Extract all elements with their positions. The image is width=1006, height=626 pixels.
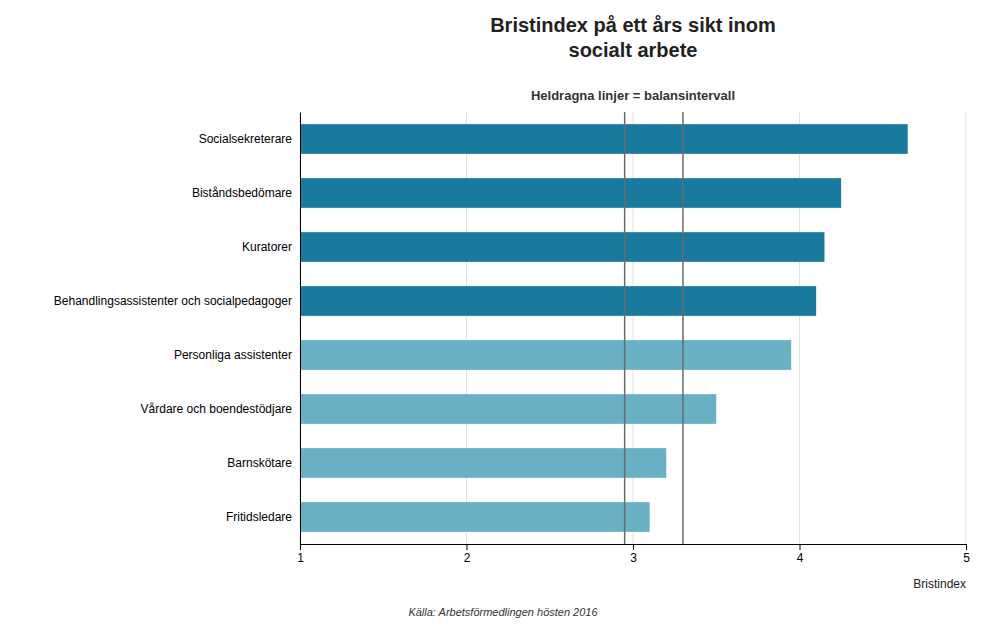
y-tick: Biståndsbedömare (192, 186, 300, 200)
y-tick-label: Biståndsbedömare (192, 186, 292, 200)
y-axis-line (300, 113, 301, 545)
x-tick-label: 4 (797, 551, 804, 565)
y-tick: Socialsekreterare (199, 132, 300, 146)
y-tick-label: Kuratorer (242, 240, 292, 254)
x-tick: 4 (797, 544, 804, 565)
bar (300, 286, 816, 316)
source: Källa: Arbetsförmedlingen hösten 2016 (408, 606, 598, 618)
y-tick: Vårdare och boendestödjare (141, 402, 300, 416)
y-tick: Behandlingsassistenter och socialpedagog… (54, 294, 300, 308)
x-tick-label: 3 (630, 551, 637, 565)
x-tick-mark (800, 544, 801, 550)
y-tick-label: Vårdare och boendestödjare (141, 402, 293, 416)
y-tick: Personliga assistenter (174, 348, 300, 362)
title: Bristindex på ett års sikt inom socialt a… (490, 14, 776, 61)
y-tick-label: Personliga assistenter (174, 348, 292, 362)
x-axis-label: Bristindex (913, 577, 966, 591)
title-line: Bristindex på ett års sikt inom (490, 14, 776, 36)
reference-line (624, 112, 626, 544)
y-tick-label: Barnskötare (227, 456, 292, 470)
grid-line (633, 112, 634, 544)
bar (300, 394, 716, 424)
background (0, 0, 1006, 626)
marks (300, 112, 908, 544)
x-tick-mark (966, 544, 967, 550)
plot: 1 2 3 4 5 Socialsekreterare Biståndsbedömare Ku… (54, 112, 970, 591)
x-tick-mark (633, 544, 634, 550)
x-tick: 1 (297, 544, 304, 565)
x-tick-label: 5 (963, 551, 970, 565)
x-axis: 1 2 3 4 5 (297, 544, 970, 565)
x-axis-line (301, 545, 967, 551)
x-tick-mark (467, 544, 468, 550)
bar (300, 178, 841, 208)
bar (300, 448, 666, 478)
y-tick: Barnskötare (227, 456, 300, 470)
y-tick: Fritidsledare (226, 510, 300, 524)
title-line: socialt arbete (569, 39, 698, 61)
subtitle: Heldragna linjer = balansintervall (531, 88, 735, 103)
x-tick-label: 1 (297, 551, 304, 565)
grid (300, 112, 966, 544)
x-tick-mark (300, 544, 301, 550)
grid-line (466, 112, 467, 544)
bar (300, 232, 824, 262)
x-tick: 2 (464, 544, 471, 565)
x-tick: 5 (963, 544, 970, 565)
grid-line (966, 112, 967, 544)
bar (300, 124, 908, 154)
y-tick-label: Fritidsledare (226, 510, 292, 524)
reference-line (682, 112, 684, 544)
y-tick-label: Behandlingsassistenter och socialpedagog… (54, 294, 292, 308)
y-tick-label: Socialsekreterare (199, 132, 293, 146)
y-tick: Kuratorer (242, 240, 300, 254)
bar (300, 502, 650, 532)
chart: Bristindex på ett års sikt inom socialt a… (0, 0, 1006, 626)
x-tick: 3 (630, 544, 637, 565)
y-axis: Socialsekreterare Biståndsbedömare Kurator… (54, 113, 301, 545)
grid-line (300, 112, 301, 544)
x-tick-label: 2 (464, 551, 471, 565)
bar (300, 340, 791, 370)
grid-line (799, 112, 800, 544)
